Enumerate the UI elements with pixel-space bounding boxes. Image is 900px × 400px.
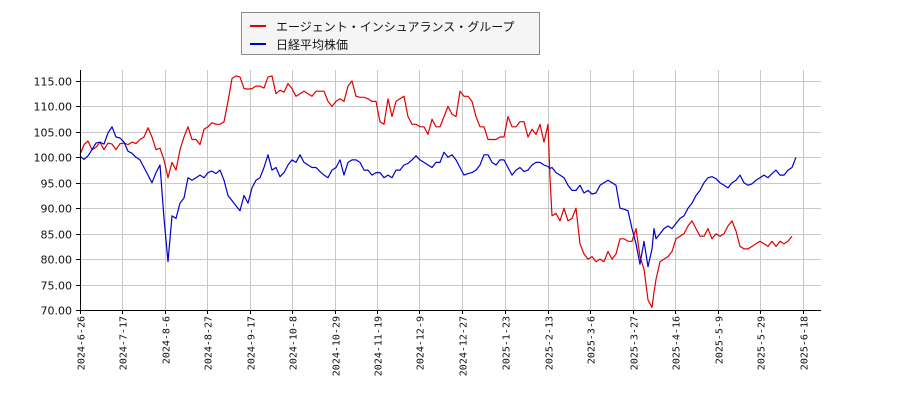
axes: 70.00 75.00 80.00 85.00 90.00 95.00 100.00 105.… — [34, 70, 821, 376]
data-series — [79, 75, 797, 309]
legend-label: 日経平均株価 — [276, 37, 349, 52]
y-tick-label: 75.00 — [41, 280, 73, 293]
x-tick-label: 2025-3-6 — [587, 316, 598, 364]
x-tick-label: 2025-6-18 — [800, 316, 811, 370]
x-tick-label: 2025-4-16 — [672, 316, 683, 370]
x-tick-label: 2024-8-6 — [162, 316, 173, 364]
x-tick-label: 2025-1-23 — [502, 316, 513, 370]
series-nikkei-line — [79, 126, 797, 268]
x-tick-label: 2024-10-8 — [289, 316, 300, 370]
x-tick-label: 2024-12-9 — [416, 316, 427, 370]
y-tick-label: 70.00 — [41, 305, 73, 318]
x-tick-label: 2024-12-27 — [459, 316, 470, 376]
x-tick-label: 2025-2-13 — [545, 316, 556, 370]
x-tick-label: 2025-5-29 — [757, 316, 768, 370]
legend-item-agent-insurance: エージェント・インシュアランス・グループ — [250, 17, 515, 35]
gridlines — [80, 70, 821, 311]
y-tick-label: 80.00 — [41, 254, 73, 267]
y-tick-label: 115.00 — [34, 76, 73, 89]
legend-swatch-red-icon — [250, 25, 266, 27]
y-tick-label: 100.00 — [34, 152, 73, 165]
x-tick-label: 2024-11-19 — [374, 316, 385, 376]
x-tick-label: 2024-10-29 — [332, 316, 343, 376]
y-tick-label: 110.00 — [34, 101, 73, 114]
legend-swatch-blue-icon — [250, 43, 266, 45]
legend-label: エージェント・インシュアランス・グループ — [276, 19, 515, 34]
y-tick-label: 85.00 — [41, 229, 73, 242]
x-tick-label: 2024-9-17 — [247, 316, 258, 370]
legend-item-nikkei: 日経平均株価 — [250, 35, 348, 53]
series-agent-insurance-line — [79, 75, 793, 309]
x-tick-label: 2025-3-27 — [630, 316, 641, 370]
y-tick-label: 90.00 — [41, 203, 73, 216]
x-tick-label: 2024-7-17 — [119, 316, 130, 370]
y-tick-label: 95.00 — [41, 178, 73, 191]
chart-legend: エージェント・インシュアランス・グループ 日経平均株価 — [241, 12, 540, 55]
x-tick-label: 2024-8-27 — [204, 316, 215, 370]
x-tick-label: 2024-6-26 — [77, 316, 88, 370]
y-tick-label: 105.00 — [34, 127, 73, 140]
x-tick-label: 2025-5-9 — [715, 316, 726, 364]
